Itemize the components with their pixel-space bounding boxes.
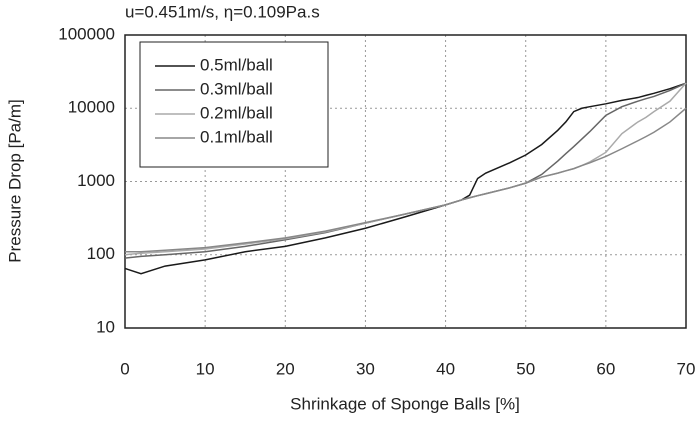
y-tick-label: 10000 xyxy=(68,98,115,117)
x-tick-label: 70 xyxy=(677,359,696,378)
x-tick-label: 30 xyxy=(356,359,375,378)
series-line xyxy=(124,82,687,275)
legend-box xyxy=(139,41,329,168)
y-tick-label: 10 xyxy=(96,317,115,336)
x-tick-label: 60 xyxy=(596,359,615,378)
x-tick-label: 20 xyxy=(276,359,295,378)
x-tick-label: 50 xyxy=(516,359,535,378)
legend-label: 0.1ml/ball xyxy=(200,127,273,146)
x-axis-label: Shrinkage of Sponge Balls [%] xyxy=(290,394,520,413)
series-line xyxy=(125,107,687,253)
chart-title: u=0.451m/s, η=0.109Pa.s xyxy=(125,2,320,21)
x-tick-label: 0 xyxy=(120,359,129,378)
legend-label: 0.5ml/ball xyxy=(200,55,273,74)
y-tick-label: 100 xyxy=(87,244,115,263)
legend-label: 0.2ml/ball xyxy=(200,103,273,122)
plot-frame xyxy=(124,34,687,329)
y-tick-label: 100000 xyxy=(58,24,115,43)
x-tick-label: 40 xyxy=(436,359,455,378)
y-tick-label: 1000 xyxy=(77,171,115,190)
x-tick-label: 10 xyxy=(196,359,215,378)
y-axis-label: Pressure Drop [Pa/m] xyxy=(5,99,24,262)
legend-label: 0.3ml/ball xyxy=(200,79,273,98)
